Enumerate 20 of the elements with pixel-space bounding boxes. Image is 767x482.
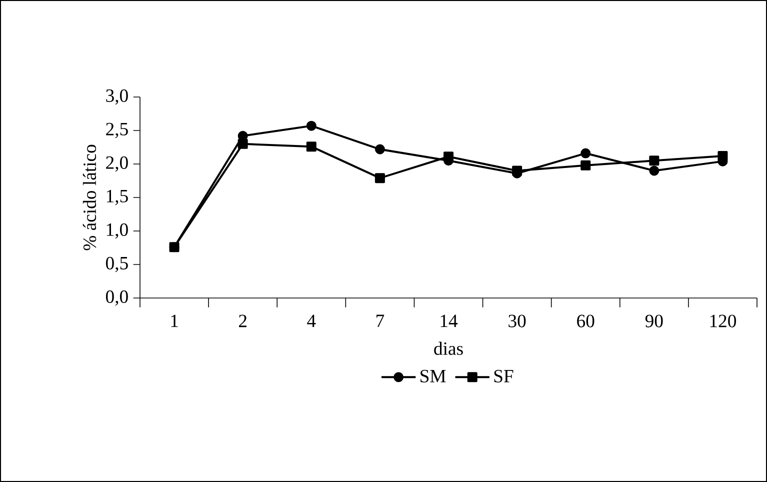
y-tick-label: 2,5 xyxy=(106,122,128,138)
y-tick-label: 1,5 xyxy=(106,190,128,206)
legend-label: SM xyxy=(420,370,446,382)
y-tick-label: 1,0 xyxy=(106,223,128,239)
x-tick-label: 2 xyxy=(238,314,246,328)
x-tick-label: 30 xyxy=(508,314,526,328)
x-tick-label: 4 xyxy=(307,314,316,327)
y-tick-label: 2,0 xyxy=(106,156,128,172)
x-tick-label: 60 xyxy=(577,314,594,328)
y-tick-label: 0,0 xyxy=(106,290,128,306)
y-tick-label: 3,0 xyxy=(106,89,128,105)
y-axis-title: % ácido lático xyxy=(82,144,96,250)
x-tick-label: 90 xyxy=(645,314,663,328)
x-tick-label: 7 xyxy=(376,314,384,327)
x-axis-title: dias xyxy=(434,342,463,355)
legend-label: SF xyxy=(494,370,514,382)
x-tick-label: 14 xyxy=(440,314,458,328)
x-tick-label: 120 xyxy=(710,314,736,328)
y-tick-label: 0,5 xyxy=(106,256,128,272)
x-tick-label: 1 xyxy=(171,314,178,328)
